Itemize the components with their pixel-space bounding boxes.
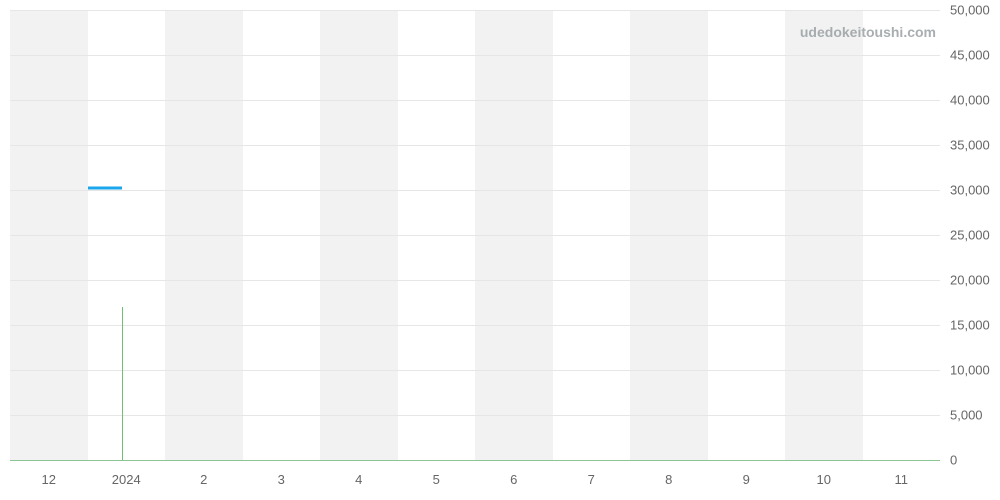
y-tick-label: 45,000 [950, 48, 990, 63]
bar-series-item [122, 307, 123, 460]
x-tick-label: 12 [42, 472, 56, 487]
x-tick-label: 4 [355, 472, 362, 487]
plot-area [10, 10, 940, 460]
grid-line [10, 280, 940, 281]
grid-line [10, 145, 940, 146]
line-series-segment [88, 187, 123, 190]
y-tick-label: 35,000 [950, 138, 990, 153]
y-tick-label: 25,000 [950, 228, 990, 243]
grid-line [10, 190, 940, 191]
grid-line [10, 55, 940, 56]
x-tick-label: 6 [510, 472, 517, 487]
chart-container: 0 5,000 10,000 15,000 20,000 25,000 30,000 35,0… [0, 0, 1000, 500]
grid-line [10, 370, 940, 371]
x-tick-label: 8 [665, 472, 672, 487]
y-tick-label: 50,000 [950, 3, 990, 18]
grid-line [10, 325, 940, 326]
x-tick-label: 2024 [112, 472, 141, 487]
y-tick-label: 0 [950, 453, 957, 468]
x-tick-label: 5 [433, 472, 440, 487]
grid-line [10, 235, 940, 236]
x-tick-label: 9 [743, 472, 750, 487]
x-tick-label: 7 [588, 472, 595, 487]
watermark-text: udedokeitoushi.com [800, 24, 936, 40]
series-baseline [10, 460, 940, 461]
y-tick-label: 20,000 [950, 273, 990, 288]
grid-line [10, 10, 940, 11]
x-tick-label: 11 [895, 472, 909, 487]
y-tick-label: 15,000 [950, 318, 990, 333]
grid-line [10, 100, 940, 101]
y-tick-label: 10,000 [950, 363, 990, 378]
x-tick-label: 2 [200, 472, 207, 487]
x-tick-label: 3 [278, 472, 285, 487]
y-tick-label: 40,000 [950, 93, 990, 108]
grid-line [10, 415, 940, 416]
x-tick-label: 10 [817, 472, 831, 487]
y-tick-label: 5,000 [950, 408, 983, 423]
y-tick-label: 30,000 [950, 183, 990, 198]
